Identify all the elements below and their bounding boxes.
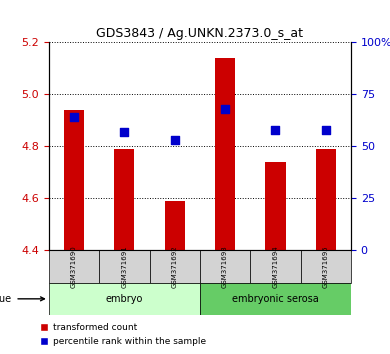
- FancyBboxPatch shape: [250, 250, 301, 282]
- Bar: [64, 110, 84, 250]
- Point: [323, 127, 329, 132]
- FancyBboxPatch shape: [49, 282, 200, 315]
- Text: tissue: tissue: [0, 294, 44, 304]
- Bar: [114, 149, 135, 250]
- Text: GSM371693: GSM371693: [222, 245, 228, 288]
- FancyBboxPatch shape: [99, 250, 149, 282]
- Text: GSM371695: GSM371695: [323, 245, 329, 288]
- Text: GSM371690: GSM371690: [71, 245, 77, 288]
- Bar: [165, 201, 185, 250]
- Bar: [215, 58, 235, 250]
- Text: GSM371692: GSM371692: [172, 245, 178, 288]
- FancyBboxPatch shape: [200, 250, 250, 282]
- Text: GSM371694: GSM371694: [273, 245, 278, 288]
- Bar: [265, 162, 285, 250]
- Point: [71, 114, 77, 120]
- Text: embryonic serosa: embryonic serosa: [232, 294, 319, 304]
- FancyBboxPatch shape: [49, 250, 99, 282]
- Title: GDS3843 / Ag.UNKN.2373.0_s_at: GDS3843 / Ag.UNKN.2373.0_s_at: [96, 27, 303, 40]
- Point: [272, 127, 278, 132]
- Point: [172, 137, 178, 143]
- Text: GSM371691: GSM371691: [121, 245, 127, 288]
- FancyBboxPatch shape: [301, 250, 351, 282]
- Bar: [316, 149, 336, 250]
- Point: [222, 106, 228, 112]
- FancyBboxPatch shape: [200, 282, 351, 315]
- Text: embryo: embryo: [106, 294, 143, 304]
- Point: [121, 129, 128, 135]
- Legend: transformed count, percentile rank within the sample: transformed count, percentile rank withi…: [36, 320, 209, 349]
- FancyBboxPatch shape: [149, 250, 200, 282]
